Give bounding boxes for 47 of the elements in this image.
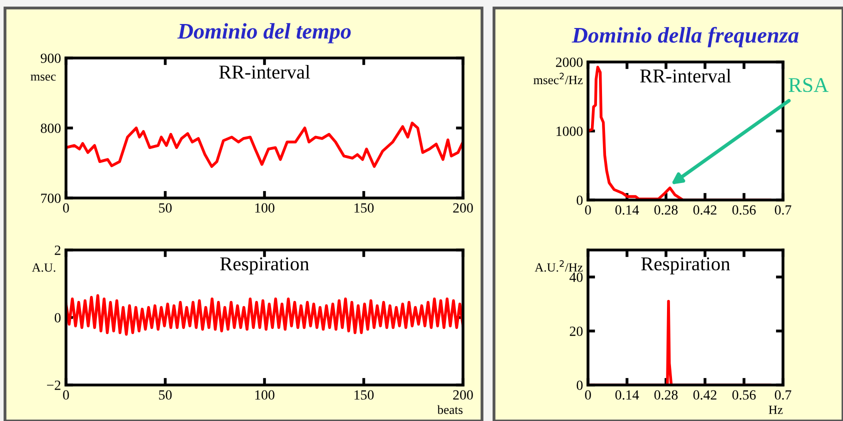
x-tick-label: 0.42 bbox=[693, 390, 716, 400]
x-tick-label: 100 bbox=[255, 203, 274, 213]
x-tick-label: 50 bbox=[159, 203, 172, 213]
chart-title: Dominio del tempo bbox=[177, 23, 351, 44]
y-tick-label: 0 bbox=[576, 196, 583, 205]
x-tick-label: 0.28 bbox=[654, 205, 678, 215]
chart-title: Dominio della frequenza bbox=[572, 26, 799, 48]
x-tick-label: 0.56 bbox=[732, 390, 756, 400]
x-tick-label: 0 bbox=[585, 205, 591, 215]
chart-subtitle: Respiration bbox=[220, 257, 310, 274]
chart-subtitle: RR-interval bbox=[640, 68, 732, 83]
x-tick-label: 0 bbox=[63, 203, 69, 213]
x-tick-label: 0 bbox=[585, 390, 591, 400]
x-tick-label: 0.56 bbox=[732, 205, 756, 215]
x-tick-label: 150 bbox=[354, 203, 374, 213]
x-tick-label: 0.14 bbox=[615, 205, 639, 215]
x-tick-label: 0.7 bbox=[774, 205, 792, 215]
x-tick-label: 0.28 bbox=[654, 390, 678, 400]
y-tick-label: −2 bbox=[47, 380, 60, 390]
x-axis-title: beats bbox=[437, 405, 463, 414]
y-tick-label: 0 bbox=[576, 380, 583, 390]
annotation: RSA bbox=[788, 78, 828, 92]
y-axis-title: msec bbox=[30, 74, 56, 81]
chart-subtitle: Respiration bbox=[641, 257, 730, 274]
y-tick-label: 700 bbox=[41, 194, 61, 203]
x-tick-label: 0 bbox=[63, 390, 69, 400]
x-tick-label: 0.42 bbox=[693, 205, 716, 215]
x-tick-label: 100 bbox=[255, 390, 274, 400]
y-tick-label: 0 bbox=[54, 313, 61, 322]
y-axis-title: msec$^{2}$/Hz bbox=[534, 72, 583, 84]
y-tick-label: 2000 bbox=[556, 58, 583, 67]
x-tick-label: 0.14 bbox=[615, 390, 639, 400]
x-tick-label: 150 bbox=[354, 390, 374, 400]
x-tick-label: 0.7 bbox=[774, 390, 792, 400]
y-tick-label: 2 bbox=[54, 246, 60, 255]
y-tick-label: 20 bbox=[570, 326, 583, 336]
y-tick-label: 1000 bbox=[556, 126, 583, 136]
y-tick-label: 900 bbox=[40, 54, 61, 63]
x-tick-label: 50 bbox=[159, 390, 172, 400]
y-axis-title: A.U. bbox=[32, 263, 56, 272]
x-axis-title: Hz bbox=[768, 406, 783, 414]
y-tick-label: 800 bbox=[40, 124, 61, 133]
y-tick-label: 40 bbox=[570, 272, 583, 282]
x-tick-label: 200 bbox=[453, 390, 473, 400]
x-tick-label: 200 bbox=[453, 203, 473, 213]
y-axis-title: A.U.$^{2}$/Hz bbox=[534, 260, 583, 272]
chart-subtitle: RR-interval bbox=[219, 65, 310, 79]
